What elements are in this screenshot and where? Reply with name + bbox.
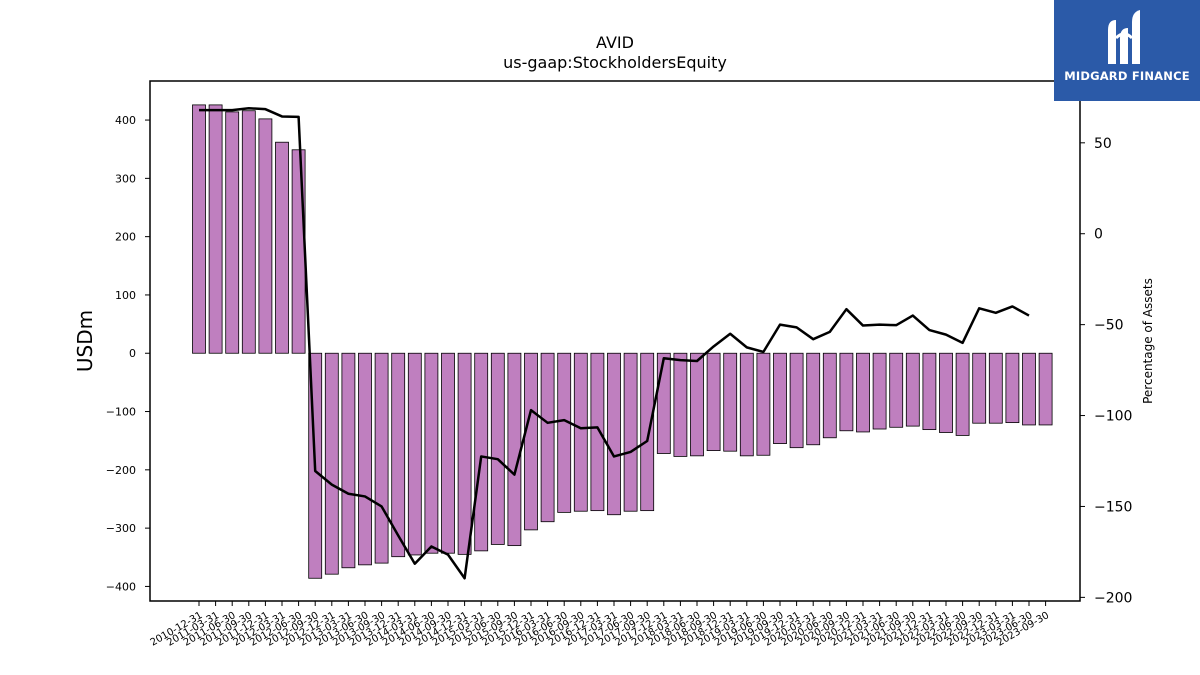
brand-logo: MIDGARD FINANCE: [1054, 0, 1200, 101]
y-tick-label-left: 100: [115, 289, 136, 302]
y-tick-label-right: 0: [1094, 227, 1103, 243]
bar: [640, 352, 655, 512]
bar: [922, 352, 937, 431]
line-series: [199, 107, 1030, 580]
y-tick-label-left: −100: [106, 406, 136, 419]
y-tick-label-left: 0: [129, 347, 136, 360]
y-tick-label-right: −150: [1094, 499, 1132, 515]
bar: [773, 352, 787, 444]
bar: [441, 352, 455, 554]
y-tick-label-left: −300: [106, 522, 136, 535]
bar: [590, 352, 605, 512]
bar: [573, 352, 588, 512]
bar: [905, 352, 920, 427]
bar: [1005, 352, 1020, 424]
bar: [1038, 352, 1053, 426]
left-axis: 400 300 200 100 0 −100 −200 −300 −400: [106, 114, 150, 593]
y-tick-label-left: 200: [115, 231, 136, 244]
bar: [275, 141, 289, 354]
bar: [358, 352, 372, 566]
bar: [241, 110, 256, 354]
bar: [291, 149, 306, 354]
bar: [407, 352, 422, 556]
y-tick-label-left: −400: [106, 580, 136, 593]
y-axis-label-left: USDm: [73, 310, 97, 372]
bar: [540, 352, 555, 523]
y-tick-label-right: −50: [1094, 318, 1124, 334]
y-tick-label-left: 300: [115, 172, 136, 185]
x-axis: 2010-12-312011-03-312011-06-302011-09-30…: [149, 601, 1051, 649]
bar: [490, 352, 505, 545]
y-axis-label-right: Percentage of Assets: [1141, 278, 1155, 404]
bar: [424, 352, 439, 554]
bar: [756, 352, 771, 456]
y-tick-label-left: −200: [106, 464, 136, 477]
bar: [324, 352, 339, 575]
bar: [457, 352, 472, 555]
bar: [706, 352, 721, 451]
bar: [939, 352, 953, 433]
bar: [524, 352, 538, 531]
bar: [972, 352, 987, 424]
bar: [623, 352, 638, 512]
bar: [474, 352, 489, 552]
bar: [822, 352, 837, 439]
y-tick-label-right: 50: [1094, 136, 1112, 152]
bar: [988, 352, 1003, 424]
bar-series: [192, 104, 1053, 579]
bar: [208, 104, 223, 354]
bar: [258, 118, 273, 354]
bar: [723, 352, 738, 452]
chart-title: AVID: [596, 33, 634, 52]
bar: [690, 352, 704, 457]
bar: [557, 352, 572, 513]
y-tick-label-right: −100: [1094, 409, 1132, 425]
bar: [955, 352, 970, 436]
bar: [872, 352, 887, 430]
midgard-m-logo-icon: [1108, 10, 1140, 64]
bar: [673, 352, 688, 457]
bar: [607, 352, 621, 516]
bar: [192, 104, 206, 354]
bar: [507, 352, 522, 547]
bar: [739, 352, 754, 457]
bar: [225, 111, 240, 354]
chart-subtitle: us-gaap:StockholdersEquity: [503, 53, 727, 72]
right-axis: 50 0 −50 −100 −150 −200: [1080, 136, 1132, 606]
bar: [341, 352, 356, 569]
bar: [889, 352, 904, 428]
y-tick-label-left: 400: [115, 114, 136, 127]
bar: [789, 352, 804, 449]
bar: [656, 352, 671, 454]
logo-text: MIDGARD FINANCE: [1064, 69, 1190, 83]
bar: [1022, 352, 1036, 426]
bar: [806, 352, 821, 446]
plot-frame: [149, 80, 1081, 602]
bar: [391, 352, 406, 558]
percentage-line: [199, 107, 1030, 580]
y-tick-label-right: −200: [1094, 590, 1132, 606]
bar: [374, 352, 389, 564]
bar: [856, 352, 870, 433]
bar: [839, 352, 854, 432]
